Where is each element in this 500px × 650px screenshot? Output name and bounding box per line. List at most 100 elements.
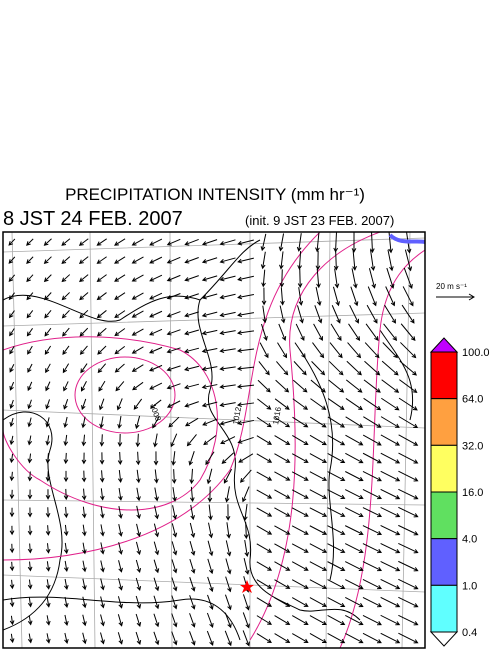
wind-arrow [9, 328, 15, 337]
wind-arrow [27, 633, 33, 644]
wind-arrow [310, 379, 326, 393]
wind-arrow [27, 489, 33, 500]
wind-arrow [26, 310, 34, 319]
wind-arrow [291, 615, 309, 625]
wind-arrow [170, 433, 178, 448]
wind-arrow [8, 256, 16, 264]
wind-arrow [256, 579, 273, 589]
wind-arrow [309, 615, 327, 625]
wind-arrow [63, 506, 69, 519]
wind-arrow [403, 267, 413, 290]
wind-arrow [96, 238, 107, 246]
wind-arrow [9, 453, 15, 464]
wind-arrow [237, 239, 254, 246]
wind-arrow [362, 596, 382, 608]
wind-arrow [362, 632, 382, 644]
wind-arrow [149, 292, 163, 300]
wind-arrow [262, 305, 268, 324]
wind-arrow [398, 560, 419, 572]
wind-arrow [63, 434, 69, 447]
wind-arrow [219, 311, 236, 318]
colorbar: 100.0 64.0 32.0 16.0 4.0 1.0 0.4 [429, 337, 490, 647]
wind-arrow [153, 433, 158, 448]
wind-arrow [184, 275, 199, 282]
wind-arrow [81, 506, 87, 519]
wind-arrow [153, 451, 159, 466]
wind-arrow [292, 435, 309, 446]
wind-arrow [380, 561, 401, 572]
wind-arrow [206, 468, 213, 485]
wind-arrow [280, 287, 285, 306]
wind-arrow [45, 417, 50, 428]
wind-arrow [398, 470, 419, 482]
wind-arrow [224, 486, 230, 503]
wind-arrow [152, 416, 160, 429]
wind-arrow [291, 525, 309, 535]
wind-arrow [350, 286, 359, 307]
wind-arrow [278, 323, 287, 342]
contour-label: 1016 [271, 406, 283, 426]
wind-arrow [184, 329, 200, 336]
wind-arrow [296, 233, 302, 252]
wind-arrow [327, 525, 346, 535]
wind-arrow [62, 363, 70, 374]
wind-arrow [115, 381, 125, 392]
wind-arrow [135, 433, 141, 448]
wind-arrow [364, 342, 380, 359]
wind-arrow [362, 579, 382, 590]
wind-arrow [100, 614, 105, 627]
wind-arrow [131, 364, 144, 372]
wind-arrow [279, 251, 284, 270]
wind-arrow [398, 434, 419, 446]
wind-arrow [43, 238, 52, 246]
wind-arrow [291, 507, 309, 517]
wind-arrow [81, 488, 87, 501]
wind-arrow [274, 633, 291, 643]
wind-arrow [98, 380, 106, 392]
wind-arrow [237, 275, 254, 282]
contour-label: 1008 [148, 403, 163, 423]
wind-arrow [243, 521, 249, 540]
wind-arrow [81, 416, 86, 429]
wind-arrow [316, 268, 321, 289]
colorbar-label: 0.4 [462, 627, 477, 639]
wind-arrow [402, 286, 414, 307]
wind-arrow [236, 348, 255, 353]
wind-arrow [96, 327, 107, 337]
wind-arrow [8, 274, 16, 283]
wind-arrow [239, 469, 252, 483]
wind-arrow [206, 630, 214, 646]
wind-arrow [166, 311, 181, 318]
wind-arrow [256, 453, 273, 463]
title: PRECIPITATION INTENSITY (mm hr⁻¹) [65, 185, 365, 204]
wind-arrow [135, 559, 142, 574]
wind-arrow [225, 558, 232, 575]
contour-label: 1012 [231, 406, 243, 426]
wind-arrow [219, 275, 236, 282]
wind-arrow [189, 486, 195, 503]
wind-arrow [184, 293, 199, 300]
wind-arrow [327, 398, 345, 411]
wind-arrow [206, 612, 214, 628]
wind-arrow [189, 595, 196, 610]
wind-arrow [362, 525, 383, 536]
wind-arrow [279, 269, 285, 288]
wind-arrow [276, 361, 289, 376]
wind-arrow [27, 417, 32, 428]
wind-arrow [381, 379, 400, 393]
wind-arrow [136, 523, 141, 538]
wind-arrow [256, 525, 273, 535]
wind-arrow [380, 632, 401, 644]
wind-arrow [100, 542, 105, 555]
wind-arrow [327, 507, 346, 517]
wind-arrow [135, 541, 142, 556]
wind-arrow [78, 238, 89, 246]
wind-arrow [370, 249, 376, 272]
wind-arrow [237, 436, 254, 444]
wind-arrow [27, 543, 33, 554]
wind-arrow [351, 268, 358, 289]
wind-arrow [184, 257, 199, 264]
wind-arrow [81, 470, 87, 483]
wind-arrow [63, 381, 69, 392]
wind-arrow [96, 292, 107, 301]
